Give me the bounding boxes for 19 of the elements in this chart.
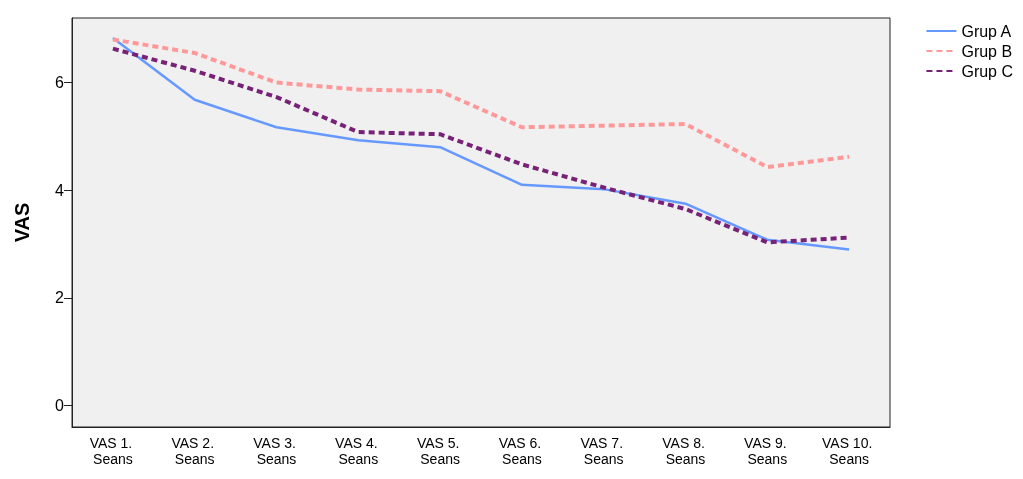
y-tick-label: 4	[55, 181, 65, 199]
x-tick-label: VAS 3. Seans	[253, 435, 300, 467]
legend-label: Grup B	[961, 42, 1013, 60]
x-tick-label: VAS 10. Seans	[821, 435, 877, 467]
x-tick-label: VAS 4. Seans	[335, 435, 382, 467]
x-tick-label: VAS 5. Seans	[416, 435, 464, 467]
y-axis-title: VAS	[11, 202, 33, 243]
x-tick-label: VAS 7. Seans	[580, 435, 627, 467]
y-tick-label: 2	[55, 289, 65, 307]
legend-label: Grup C	[961, 62, 1014, 80]
line-series	[110, 37, 852, 170]
x-tick-label: VAS 8. Seans	[662, 435, 709, 467]
x-tick-label: VAS 9. Seans	[744, 435, 791, 467]
y-tick-label: 0	[55, 396, 65, 414]
legend-label: Grup A	[961, 22, 1012, 40]
x-tick-label: VAS 6. Seans	[498, 435, 546, 467]
x-tick-label: VAS 1. Seans	[89, 435, 137, 467]
x-tick-label: VAS 2. Seans	[171, 435, 218, 467]
y-tick-label: 6	[55, 74, 65, 92]
